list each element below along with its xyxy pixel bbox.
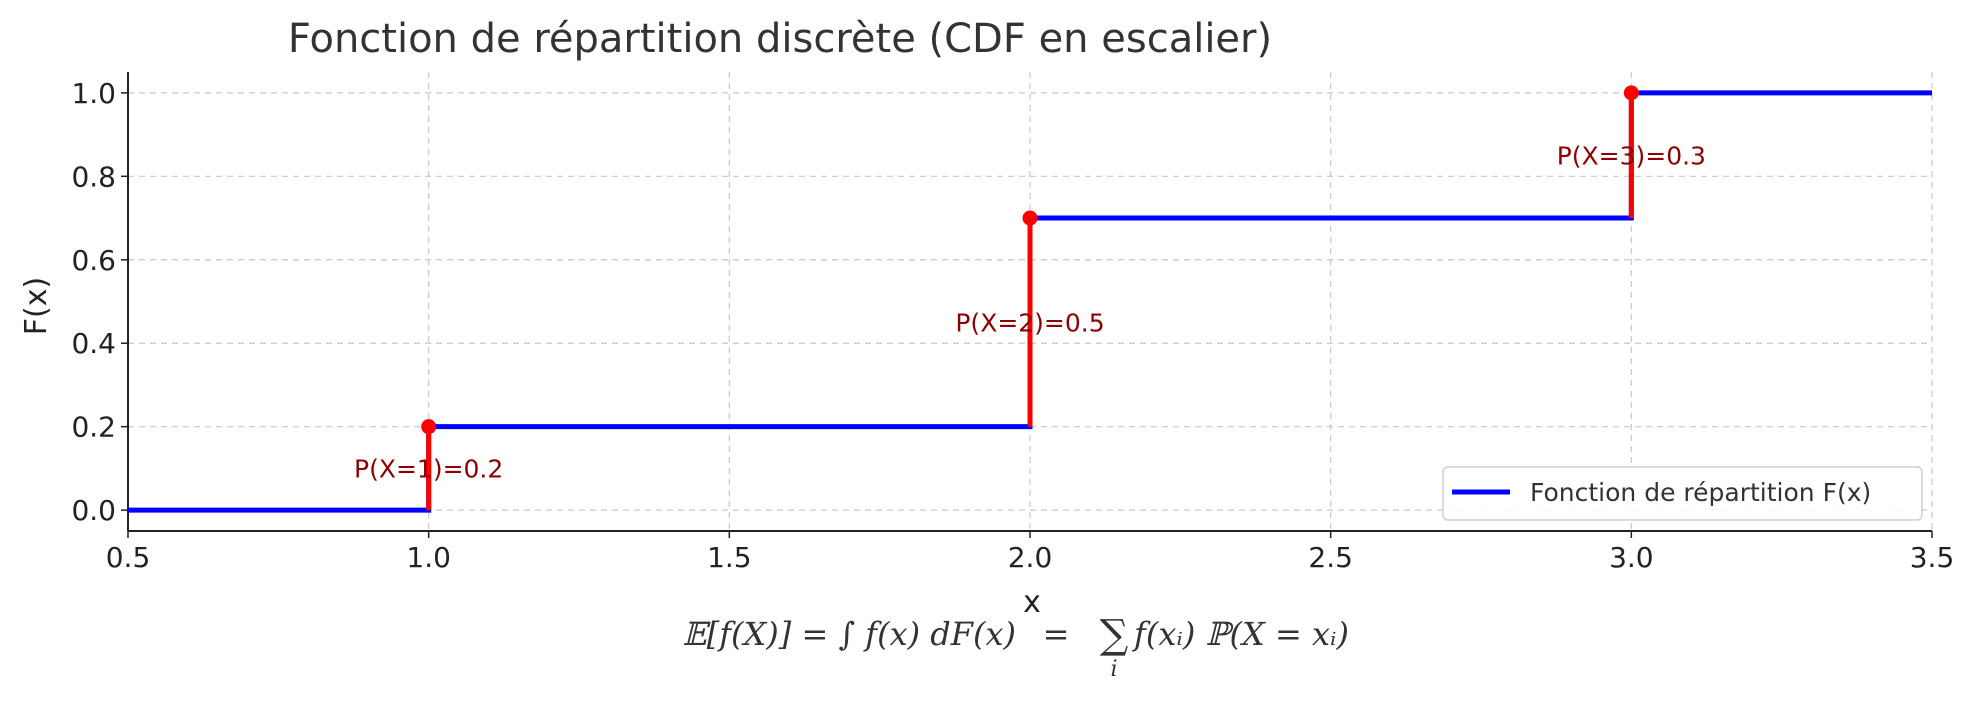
jump-layer <box>421 85 1639 511</box>
formula-lhs: 𝔼[f(X)] = ∫ f(x) dF(x) <box>682 615 1016 653</box>
y-axis-label: F(x) <box>19 277 54 335</box>
x-tick-label-6: 3.5 <box>1910 541 1955 574</box>
x-tick-label-4: 2.5 <box>1308 541 1353 574</box>
formula: 𝔼[f(X)] = ∫ f(x) dF(x) = ∑ i f(xᵢ) ℙ(X =… <box>682 612 1349 682</box>
jump-label-0: P(X=1)=0.2 <box>354 454 503 483</box>
y-tick-label-0: 0.0 <box>71 494 116 527</box>
y-tick-label-3: 0.6 <box>71 244 116 277</box>
y-tick-label-4: 0.8 <box>71 160 116 193</box>
formula-equals: = <box>1043 615 1070 653</box>
y-tick-label-5: 1.0 <box>71 77 116 110</box>
tick-labels: 0.5 1.0 1.5 2.0 2.5 3.0 3.5 0.0 0.2 0.4 0.6 0.8 1.0 <box>71 77 1954 574</box>
annotations: P(X=1)=0.2 P(X=2)=0.5 P(X=3)=0.3 <box>354 141 1706 483</box>
jump-point-0 <box>421 419 437 435</box>
y-tick-label-2: 0.4 <box>71 327 116 360</box>
formula-sum-symbol: ∑ <box>1100 612 1129 658</box>
jump-point-1 <box>1022 210 1038 226</box>
x-tick-label-5: 3.0 <box>1609 541 1654 574</box>
chart-title: Fonction de répartition discrète (CDF en… <box>288 16 1272 62</box>
jump-label-1: P(X=2)=0.5 <box>955 308 1104 337</box>
x-tick-label-3: 2.0 <box>1008 541 1053 574</box>
jump-label-2: P(X=3)=0.3 <box>1557 141 1706 170</box>
jump-point-2 <box>1623 85 1639 101</box>
legend: Fonction de répartition F(x) <box>1442 466 1923 521</box>
legend-box <box>1442 466 1923 521</box>
formula-sum-index: i <box>1110 657 1117 682</box>
x-tick-label-1: 1.0 <box>406 541 451 574</box>
x-axis-label: x <box>1023 585 1041 620</box>
x-tick-label-2: 1.5 <box>707 541 752 574</box>
axes <box>121 72 1933 538</box>
formula-rhs: f(xᵢ) ℙ(X = xᵢ) <box>1132 615 1349 653</box>
y-tick-label-1: 0.2 <box>71 411 116 444</box>
x-tick-label-0: 0.5 <box>106 541 151 574</box>
legend-label: Fonction de répartition F(x) <box>1530 478 1871 507</box>
